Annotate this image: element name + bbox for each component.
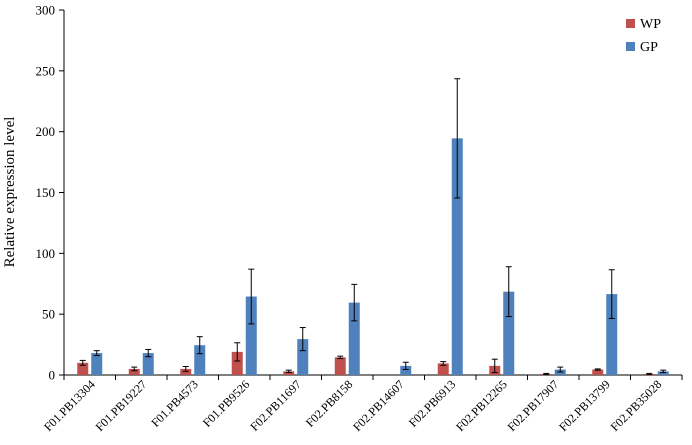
legend-swatch-gp [626,42,635,51]
x-category-label: F02.PB35028 [608,377,665,434]
y-tick-label: 50 [42,307,55,322]
bar-gp [142,353,154,375]
x-category-label: F01.PB4573 [148,377,201,430]
bar-gp [400,365,412,375]
bar-gp [91,353,103,375]
bar-gp [245,296,257,375]
x-category-label: F02.PB14607 [350,377,407,434]
x-category-label: F02.PB13799 [556,377,613,434]
bar-gp [297,339,309,375]
legend: WP GP [626,17,661,55]
bar-wp [77,362,89,375]
x-category-label: F02.PB17907 [505,377,562,434]
x-category-label: F02.PB11697 [247,377,304,434]
legend-label-wp: WP [640,17,661,32]
legend-label-gp: GP [640,40,658,55]
bar-wp [334,357,346,375]
bar-wp [592,369,604,375]
y-tick-label: 150 [36,185,56,200]
x-axis: F01.PB13304F01.PB19227F01.PB4573F01.PB95… [41,374,683,434]
bar-gp [503,291,515,375]
y-axis-title: Relative expression level [2,117,18,268]
x-category-label: F02.PB8158 [303,377,356,430]
y-tick-label: 0 [49,368,56,383]
bar-gp [348,302,360,375]
bar-gp [606,294,618,375]
y-tick-label: 100 [36,246,56,261]
x-category-label: F01.PB9526 [200,377,253,430]
bars [77,78,669,376]
bar-wp [231,351,243,375]
x-category-label: F02.PB12265 [453,377,510,434]
bar-wp [128,368,140,375]
x-category-label: F01.PB13304 [41,377,98,434]
y-tick-label: 200 [36,124,56,139]
bar-wp [437,363,449,375]
y-axis: 0 50 100 150 200 250 300 [36,3,65,383]
bar-gp [451,138,463,375]
bar-gp [194,345,206,375]
bar-wp [180,368,192,375]
legend-swatch-wp [626,19,635,28]
y-tick-label: 250 [36,63,56,78]
x-category-label: F01.PB19227 [93,377,150,434]
y-tick-label: 300 [36,3,56,18]
x-category-label: F02.PB6913 [406,377,459,430]
bar-gp [657,371,669,375]
bar-wp [283,371,295,375]
